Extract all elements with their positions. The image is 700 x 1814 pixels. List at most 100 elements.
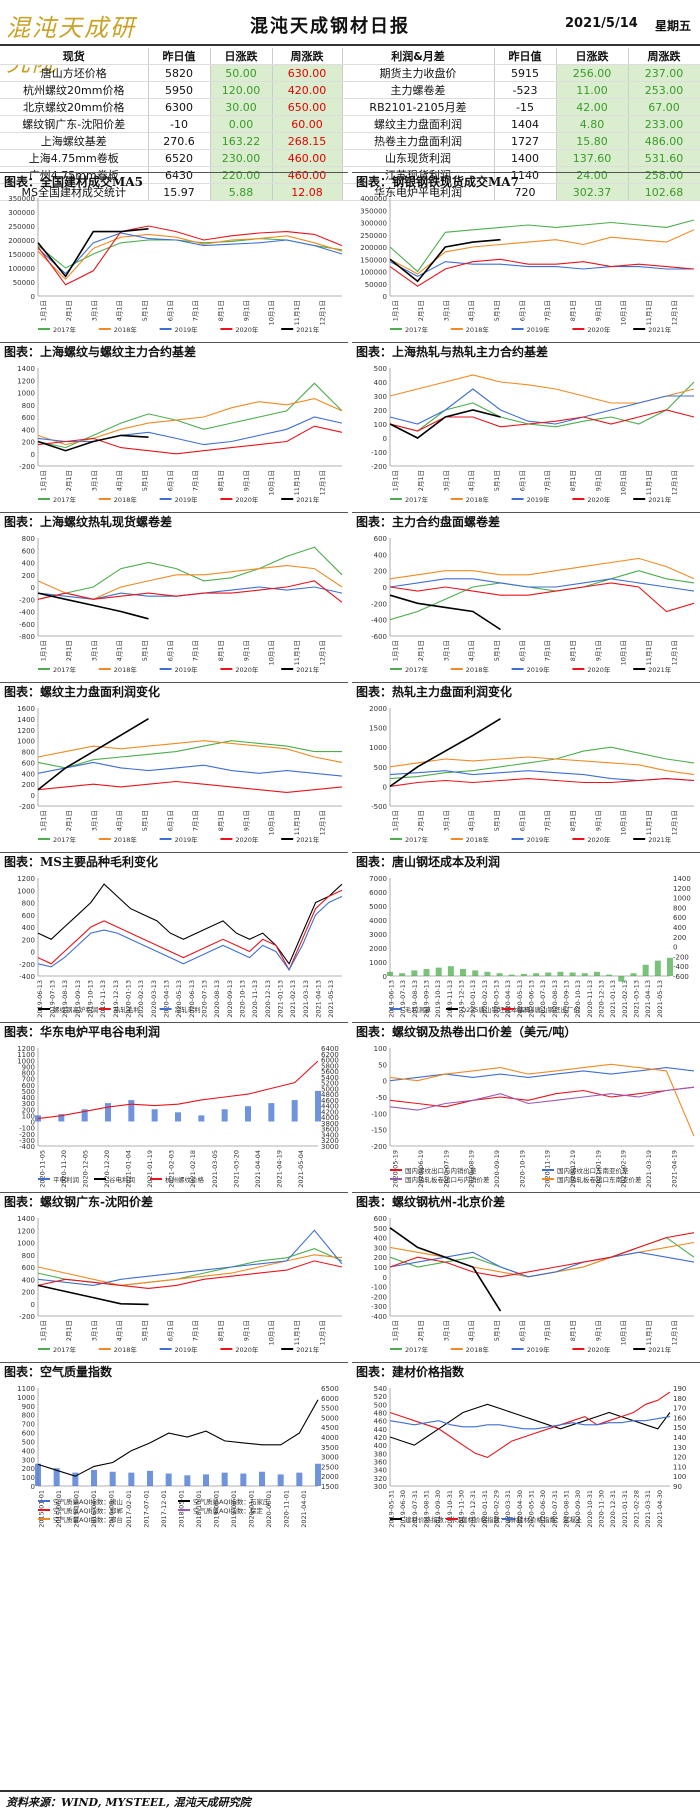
x-tick-label: 2017-07-01: [142, 1490, 150, 1528]
y-tick-label: -200: [19, 1313, 35, 1321]
legend-label: 国内热轧板卷出口与内销价差: [405, 1175, 490, 1184]
y-tick-label: 200: [22, 1106, 35, 1114]
x-tick-label: 10月1日: [620, 640, 628, 665]
legend-label: 2020年: [587, 665, 611, 674]
y2-tick-label: 4600: [321, 1097, 339, 1105]
legend-label: 空气质量AQI指数：石家庄: [193, 1497, 270, 1506]
x-tick-label: 2月1日: [65, 470, 73, 491]
y-tick-label: 1000: [17, 1240, 35, 1248]
row-label: 唐山方坯价格: [0, 64, 149, 82]
x-tick-label: 2019-11-13: [446, 980, 454, 1018]
x-tick-label: 5月1日: [493, 300, 501, 321]
legend-label: 2021年: [648, 665, 672, 674]
bar-mark: [221, 1109, 228, 1122]
legend-label: 2018年: [114, 835, 138, 844]
x-tick-label: 2021-03-05: [211, 1150, 219, 1188]
y-tick-label: 500: [22, 1088, 35, 1096]
table-cell: 163.22: [210, 132, 273, 150]
y-tick-label: 380: [374, 1450, 387, 1458]
x-tick-label: 11月1日: [645, 810, 653, 835]
chart-panel: 图表：上海螺纹与螺纹主力合约基差 -200 0 200 400 600 800 1000 120…: [0, 342, 348, 510]
y-tick-label: 50000: [13, 279, 35, 287]
chart-panel: 图表：全国建材成交MA5 0 50000 100000 150000 200000 2500…: [0, 172, 348, 340]
chart-svg: -200 -150 -100 -50 0 50 100 2020-05-19 2020-06-1…: [371, 1045, 695, 1188]
x-tick-label: 7月1日: [192, 470, 200, 491]
chart-svg: 01000200030004000500060007000-600-400-20…: [369, 875, 691, 1018]
x-tick-label: 2019-12-13: [112, 980, 120, 1018]
x-tick-label: 2021-01-13: [276, 980, 284, 1018]
y-tick-label: 700: [22, 1421, 35, 1429]
x-tick-label: 8月1日: [569, 1320, 577, 1341]
x-tick-label: 2019-08-31: [423, 1490, 431, 1528]
x-tick-label: 2020-11-05: [38, 1150, 46, 1188]
table-cell: 11.00: [556, 81, 629, 99]
x-tick-label: 2020-01-13: [469, 980, 477, 1018]
series-line: [389, 778, 695, 787]
legend-label: 国内螺纹出口东南亚价差: [557, 1166, 629, 1175]
table-cell: -10: [148, 115, 211, 133]
y2-tick-label: 1400: [673, 875, 691, 883]
table-cell: 50.00: [210, 64, 273, 82]
table-row: 上海螺纹基差 270.6 163.22 268.15 热卷主力盘面利润 1727 15.80…: [0, 132, 700, 150]
x-tick-label: 2021-01-19: [146, 1150, 154, 1188]
y-tick-label: 0: [383, 973, 387, 981]
y-tick-label: -800: [19, 633, 35, 641]
bar-mark: [472, 970, 479, 976]
x-tick-label: 6月1日: [518, 300, 526, 321]
column-header: 昨日值: [494, 48, 557, 65]
chart-svg: -400-300-200-100010020030040050060070080…: [17, 1045, 339, 1188]
series-line: [37, 883, 343, 965]
legend-label: 毛利测算: [405, 1005, 432, 1014]
y-tick-label: 150000: [360, 256, 387, 264]
table-cell: 302.37: [556, 183, 629, 201]
x-tick-label: 9月1日: [594, 1320, 602, 1341]
y-tick-label: 400: [374, 1235, 387, 1243]
y2-tick-label: 6000: [321, 1395, 339, 1403]
bar-mark: [593, 971, 600, 976]
x-tick-label: 2020-12-19: [569, 1150, 577, 1188]
table-cell: 460.00: [272, 149, 343, 167]
table-row: MS全国建材成交统计 15.97 5.88 12.08 华东电炉平电利润 720 302.3…: [0, 183, 700, 201]
x-tick-label: 11月1日: [645, 1320, 653, 1345]
series-line: [389, 1416, 671, 1430]
x-tick-label: 2月1日: [65, 300, 73, 321]
bar-mark: [198, 1115, 205, 1122]
x-tick-label: 12月1日: [670, 810, 678, 835]
row-label: 华东电炉平电利润: [342, 183, 495, 201]
chart-svg: -800 -600 -400 -200 0 200 400 600 800 1月1日 2月1日 3月1…: [19, 535, 343, 674]
x-tick-label: 8月1日: [569, 300, 577, 321]
bar-mark: [203, 1474, 209, 1486]
chart-panel: 图表：螺纹钢广东-沈阳价差 -200 0 200 400 600 800 1000 1200 14…: [0, 1192, 348, 1360]
legend-label: 2017年: [405, 835, 429, 844]
table-cell: 102.68: [628, 183, 700, 201]
bar-mark: [606, 974, 613, 976]
source-footer: 资料来源：WIND, MYSTEEL, 混沌天成研究院: [0, 1790, 700, 1814]
y2-tick-label: 4200: [321, 1108, 339, 1116]
bar-mark: [128, 1472, 135, 1486]
bar-mark: [460, 969, 467, 976]
x-tick-label: 2017-02-01: [125, 1490, 133, 1528]
legend-label: 平电利润: [53, 1175, 79, 1184]
table-row: 上海4.75mm卷板 6520 230.00 460.00 山东现货利润 1400 137.…: [0, 149, 700, 167]
table-cell: 60.00: [272, 115, 343, 133]
series-line: [389, 1063, 695, 1137]
legend-label: 2018年: [466, 1345, 490, 1354]
x-tick-label: 3月1日: [442, 300, 450, 321]
table-cell: 1140: [494, 166, 557, 184]
legend-label: 2019年: [175, 665, 199, 674]
y2-tick-label: 4000: [321, 1434, 339, 1442]
x-tick-label: 3月1日: [90, 470, 98, 491]
column-header: 周涨跌: [628, 48, 700, 65]
y2-tick-label: 6500: [321, 1385, 339, 1393]
y-tick-label: 6000: [369, 889, 387, 897]
series-line: [389, 381, 695, 432]
row-label: 热卷主力盘面利润: [342, 132, 495, 150]
x-tick-label: 2021-04-04: [254, 1150, 262, 1188]
series-line: [37, 740, 343, 763]
y-tick-label: 1600: [17, 705, 35, 713]
legend-label: 2021年: [296, 665, 320, 674]
chart-panel: 图表：MS主要品种毛利变化 -400 -200 0 200 400 600 800 1000 12…: [0, 852, 348, 1020]
bar-mark: [447, 966, 454, 976]
legend-label: 2017年: [53, 495, 77, 504]
x-tick-label: 2020-11-13: [251, 980, 259, 1018]
